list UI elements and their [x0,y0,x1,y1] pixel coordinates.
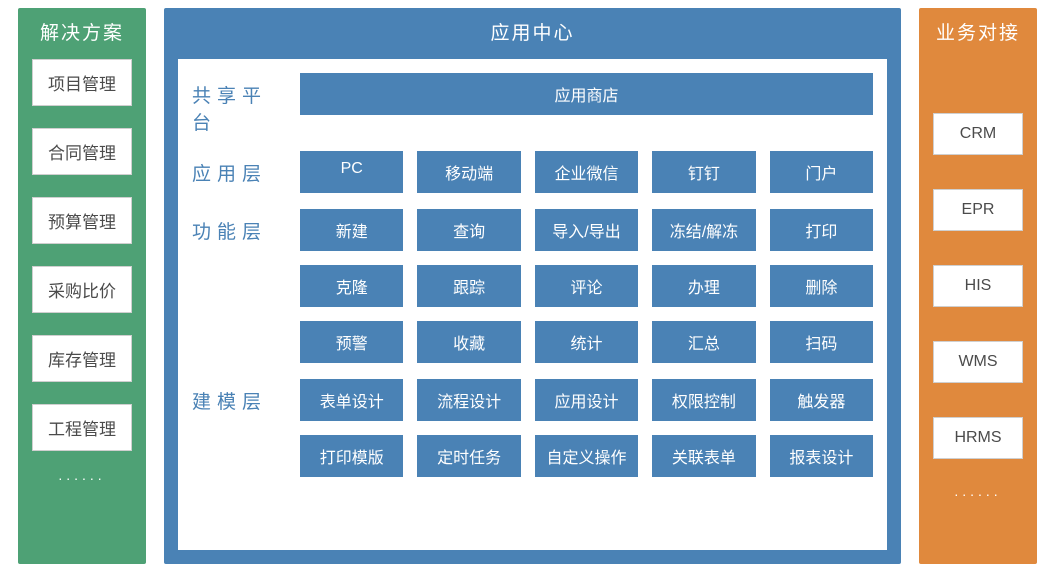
cell[interactable]: 汇总 [652,321,755,363]
app-center-panel: 应用中心 共享平台应用商店应用层 PC 移动端企业微信钉钉门户功能层新建查询导入/导… [164,8,901,564]
cell[interactable]: 表单设计 [300,379,403,421]
cell[interactable]: 打印 [770,209,873,251]
cell[interactable]: 办理 [652,265,755,307]
cell[interactable]: 新建 [300,209,403,251]
cell[interactable]: 收藏 [417,321,520,363]
cell-row: 新建查询导入/导出冻结/解冻打印 [300,209,873,251]
solutions-item[interactable]: 预算管理 [32,197,132,244]
layer-row: 功能层新建查询导入/导出冻结/解冻打印克隆跟踪评论办理删除预警收藏统计汇总扫码 [192,209,873,363]
integration-item[interactable]: CRM [933,113,1023,155]
solutions-item[interactable]: 采购比价 [32,266,132,313]
layer-row: 建模层表单设计流程设计应用设计权限控制触发器打印模版定时任务自定义操作关联表单报… [192,379,873,477]
cell-row: 打印模版定时任务自定义操作关联表单报表设计 [300,435,873,477]
cell[interactable]: 企业微信 [535,151,638,193]
cell[interactable]: 打印模版 [300,435,403,477]
integration-item[interactable]: EPR [933,189,1023,231]
layer-row: 应用层 PC 移动端企业微信钉钉门户 [192,151,873,193]
cell[interactable]: 查询 [417,209,520,251]
cell[interactable]: 钉钉 [652,151,755,193]
cell[interactable]: 定时任务 [417,435,520,477]
solutions-item[interactable]: 工程管理 [32,404,132,451]
layer-label: 共享平台 [192,73,288,135]
cell[interactable]: 权限控制 [652,379,755,421]
cell[interactable]: 应用设计 [535,379,638,421]
layer-body: PC 移动端企业微信钉钉门户 [300,151,873,193]
cell[interactable]: 克隆 [300,265,403,307]
cell[interactable]: 门户 [770,151,873,193]
app-center-title: 应用中心 [178,8,887,59]
layer-label: 功能层 [192,209,288,244]
cell[interactable]: 导入/导出 [535,209,638,251]
layer-body: 应用商店 [300,73,873,115]
integration-item[interactable]: HRMS [933,417,1023,459]
app-center-body: 共享平台应用商店应用层 PC 移动端企业微信钉钉门户功能层新建查询导入/导出冻结/解… [178,59,887,550]
cell[interactable]: 评论 [535,265,638,307]
cell[interactable]: 统计 [535,321,638,363]
cell-row: 表单设计流程设计应用设计权限控制触发器 [300,379,873,421]
cell[interactable]: 应用商店 [300,73,873,115]
integration-panel: 业务对接 CRM EPR HIS WMS HRMS ...... [919,8,1037,564]
cell[interactable]: 触发器 [770,379,873,421]
cell[interactable]: 预警 [300,321,403,363]
integration-title: 业务对接 [933,8,1023,59]
layer-label: 建模层 [192,379,288,414]
integration-more: ...... [933,483,1023,499]
solutions-item[interactable]: 合同管理 [32,128,132,175]
cell[interactable]: 扫码 [770,321,873,363]
integration-item[interactable]: WMS [933,341,1023,383]
cell-row: 克隆跟踪评论办理删除 [300,265,873,307]
cell-row: PC 移动端企业微信钉钉门户 [300,151,873,193]
layer-label: 应用层 [192,151,288,186]
cell[interactable]: PC [300,151,403,193]
cell[interactable]: 报表设计 [770,435,873,477]
cell[interactable]: 自定义操作 [535,435,638,477]
solutions-item[interactable]: 项目管理 [32,59,132,106]
cell-row: 预警收藏统计汇总扫码 [300,321,873,363]
integration-item[interactable]: HIS [933,265,1023,307]
cell[interactable]: 删除 [770,265,873,307]
layer-row: 共享平台应用商店 [192,73,873,135]
cell-row: 应用商店 [300,73,873,115]
cell[interactable]: 跟踪 [417,265,520,307]
layer-body: 新建查询导入/导出冻结/解冻打印克隆跟踪评论办理删除预警收藏统计汇总扫码 [300,209,873,363]
solutions-panel: 解决方案 项目管理合同管理预算管理采购比价库存管理工程管理 ...... [18,8,146,564]
spacer [933,59,1023,113]
layer-body: 表单设计流程设计应用设计权限控制触发器打印模版定时任务自定义操作关联表单报表设计 [300,379,873,477]
integration-list: CRM EPR HIS WMS HRMS [933,113,1023,493]
cell[interactable]: 流程设计 [417,379,520,421]
solutions-more: ...... [32,467,132,483]
solutions-title: 解决方案 [32,8,132,59]
cell[interactable]: 关联表单 [652,435,755,477]
cell[interactable]: 冻结/解冻 [652,209,755,251]
cell[interactable]: 移动端 [417,151,520,193]
solutions-list: 项目管理合同管理预算管理采购比价库存管理工程管理 [32,59,132,473]
solutions-item[interactable]: 库存管理 [32,335,132,382]
